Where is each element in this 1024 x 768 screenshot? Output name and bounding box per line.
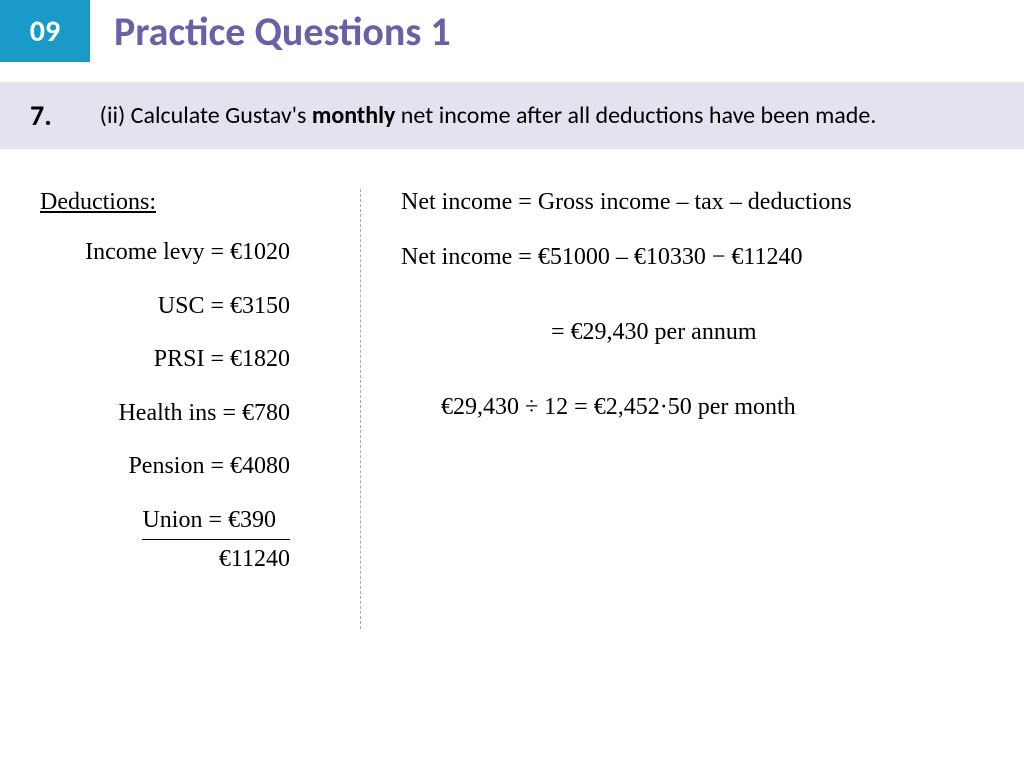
question-bar: 7. (ii) Calculate Gustav's monthly net i… bbox=[0, 82, 1024, 149]
calculation-column: Net income = Gross income – tax – deduct… bbox=[381, 189, 984, 629]
question-bold-word: monthly bbox=[312, 101, 396, 130]
deduction-row: Pension = €4080 bbox=[40, 450, 360, 484]
deductions-heading: Deductions: bbox=[40, 189, 360, 216]
question-text-before: Calculate Gustav's bbox=[125, 101, 312, 130]
deduction-row: USC = €3150 bbox=[40, 290, 360, 324]
deductions-column: Deductions: Income levy = €1020 USC = €3… bbox=[40, 189, 360, 629]
deduction-row: PRSI = €1820 bbox=[40, 343, 360, 377]
page-title: Practice Questions 1 bbox=[114, 7, 451, 56]
question-number: 7. bbox=[30, 98, 52, 133]
substitution-line: Net income = €51000 – €10330 − €11240 bbox=[401, 244, 984, 271]
deduction-row: Health ins = €780 bbox=[40, 397, 360, 431]
deduction-row: Income levy = €1020 bbox=[40, 236, 360, 270]
deduction-row-union: Union = €390 bbox=[40, 504, 360, 540]
question-text-after: net income after all deductions have bee… bbox=[395, 101, 876, 130]
monthly-result: €29,430 ÷ 12 = €2,452·50 per month bbox=[441, 394, 984, 421]
vertical-divider bbox=[360, 189, 361, 629]
content-area: Deductions: Income levy = €1020 USC = €3… bbox=[0, 189, 1024, 629]
question-part: (ii) bbox=[100, 101, 126, 130]
question-text: (ii) Calculate Gustav's monthly net inco… bbox=[100, 101, 877, 130]
annual-result: = €29,430 per annum bbox=[551, 319, 984, 346]
formula-line: Net income = Gross income – tax – deduct… bbox=[401, 189, 984, 216]
slide-header: 09 Practice Questions 1 bbox=[0, 0, 1024, 62]
deductions-total: €11240 bbox=[40, 546, 360, 573]
slide-number-badge: 09 bbox=[0, 0, 90, 62]
